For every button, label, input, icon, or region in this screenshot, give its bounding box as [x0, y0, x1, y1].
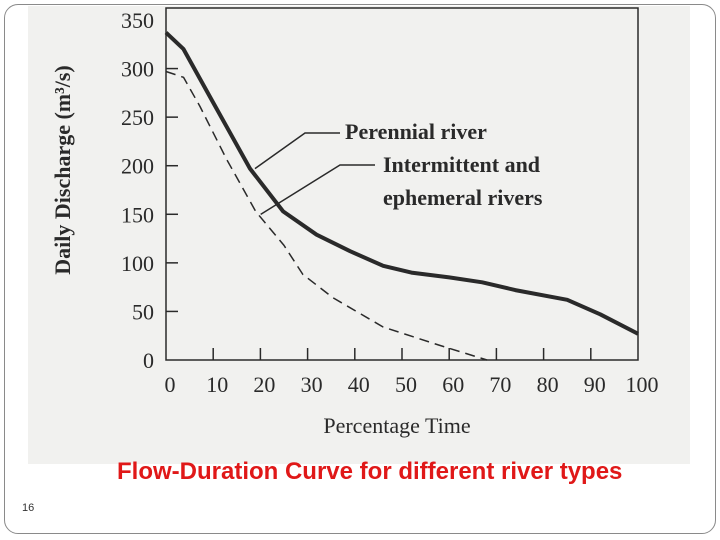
x-tick-label: 0: [165, 372, 176, 397]
plot-frame: [165, 7, 639, 361]
series-intermittent-line: [165, 70, 488, 361]
annotation-intermittent-line: Intermittent and: [383, 152, 540, 177]
x-tick-label: 70: [489, 372, 511, 397]
y-tick-label: 350: [121, 8, 154, 33]
series-perennial-line: [164, 31, 639, 336]
slide-title: Flow-Duration Curve for different river …: [117, 458, 623, 485]
x-tick-label: 50: [395, 372, 417, 397]
x-tick-label: 90: [584, 372, 606, 397]
x-tick-label: 10: [206, 372, 228, 397]
x-axis-label: Percentage Time: [323, 413, 470, 438]
y-tick-label: 150: [121, 202, 154, 227]
chart-image-background: [28, 6, 690, 464]
arrow-intermittent: [260, 164, 375, 216]
y-axis-label: Daily Discharge (m³/s): [50, 65, 75, 274]
y-tick-label: 0: [143, 348, 154, 373]
y-tick-label: 100: [121, 251, 154, 276]
x-tick-label: 80: [537, 372, 559, 397]
annotation-intermittent-line: ephemeral rivers: [383, 185, 543, 210]
x-tick-label: 30: [301, 372, 323, 397]
x-tick-label: 100: [626, 372, 659, 397]
y-tick-label: 250: [121, 105, 154, 130]
y-tick-label: 200: [121, 154, 154, 179]
x-tick-label: 60: [442, 372, 464, 397]
y-tick-label: 300: [121, 57, 154, 82]
x-tick-label: 40: [348, 372, 370, 397]
x-tick-label: 20: [253, 372, 275, 397]
y-tick-label: 50: [132, 299, 154, 324]
arrow-perennial: [254, 132, 340, 170]
slide-number: 16: [22, 502, 35, 514]
annotation-perennial: Perennial river: [345, 119, 487, 144]
